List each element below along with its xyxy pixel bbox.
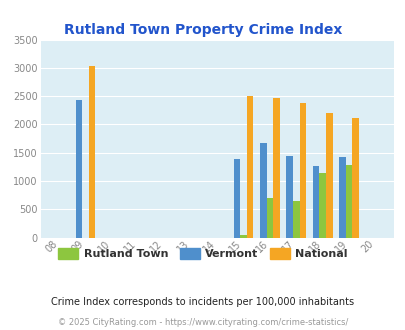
Bar <box>286 156 292 238</box>
Bar <box>88 66 95 238</box>
Bar <box>240 235 246 238</box>
Bar <box>345 165 352 238</box>
Bar <box>325 113 332 238</box>
Bar <box>312 166 319 238</box>
Text: Crime Index corresponds to incidents per 100,000 inhabitants: Crime Index corresponds to incidents per… <box>51 297 354 307</box>
Bar <box>233 159 240 238</box>
Bar <box>352 118 358 238</box>
Bar <box>273 98 279 238</box>
Bar <box>266 198 273 238</box>
Bar <box>260 143 266 238</box>
Bar <box>75 100 82 238</box>
Text: © 2025 CityRating.com - https://www.cityrating.com/crime-statistics/: © 2025 CityRating.com - https://www.city… <box>58 318 347 327</box>
Bar <box>338 157 345 238</box>
Bar <box>299 103 305 238</box>
Legend: Rutland Town, Vermont, National: Rutland Town, Vermont, National <box>54 244 351 263</box>
Text: Rutland Town Property Crime Index: Rutland Town Property Crime Index <box>64 23 341 37</box>
Bar <box>319 173 325 238</box>
Bar <box>246 96 253 238</box>
Bar <box>292 201 299 238</box>
